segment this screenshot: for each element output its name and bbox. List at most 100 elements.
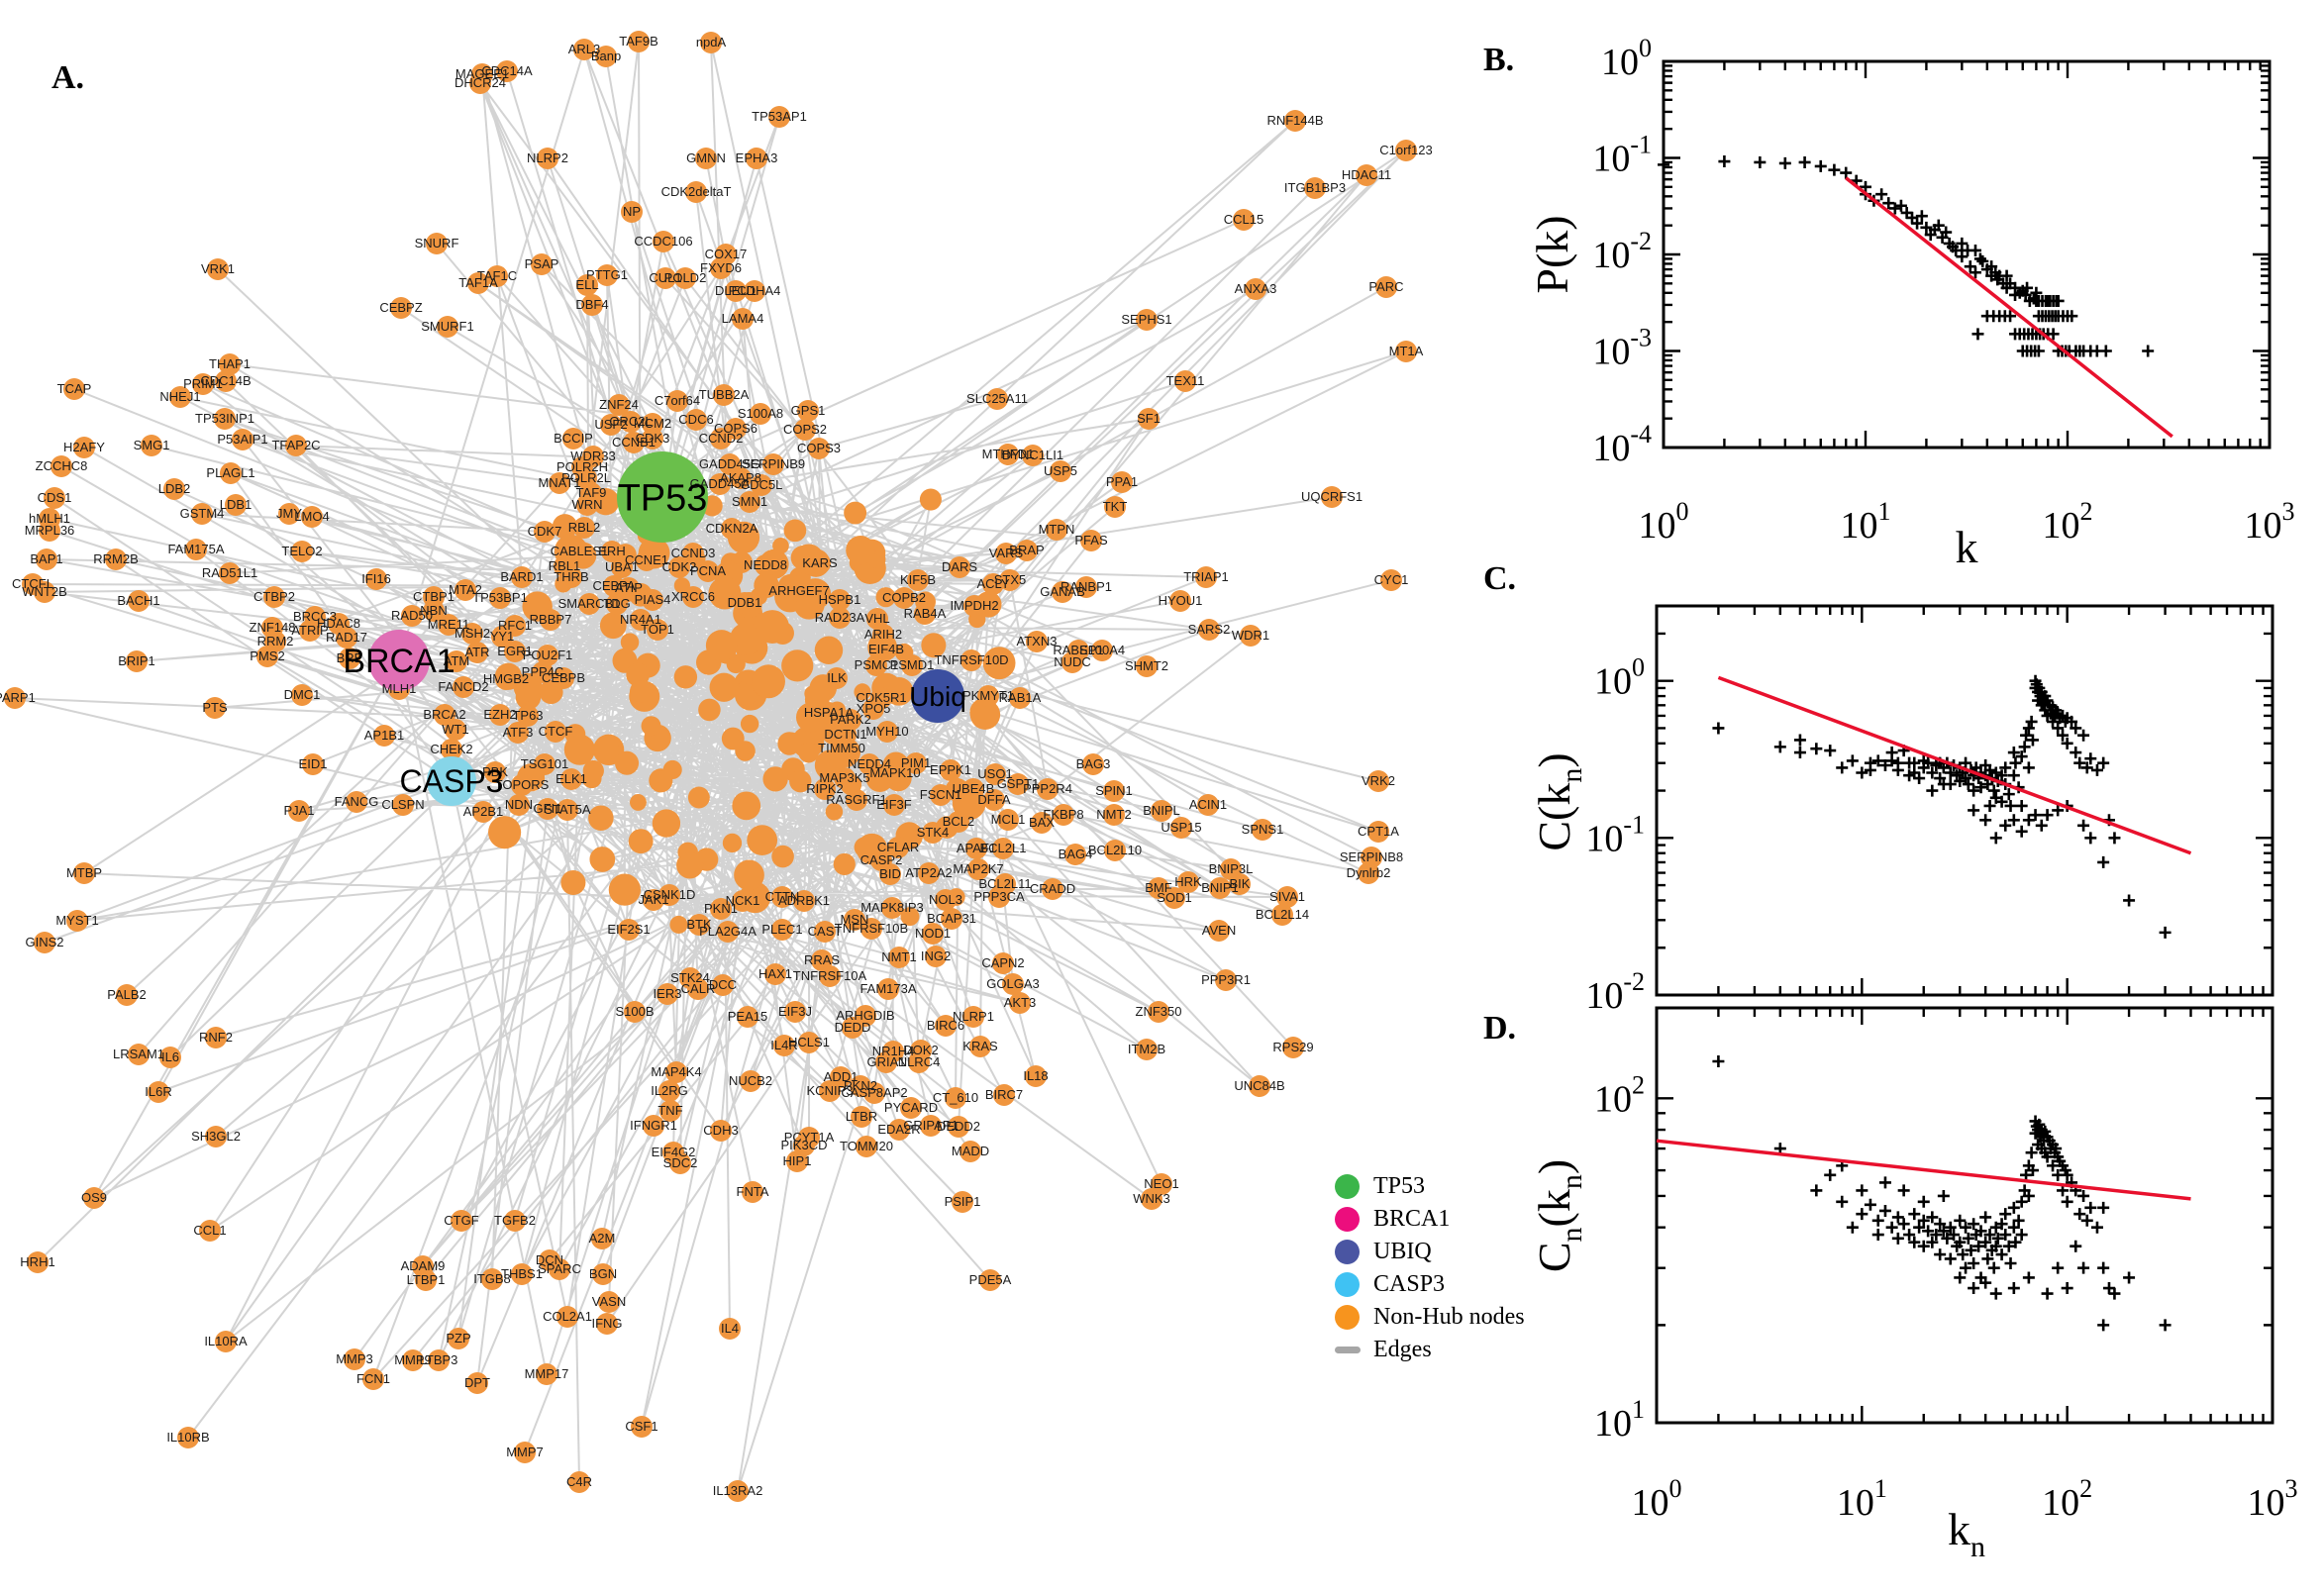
network-node (922, 822, 944, 844)
network-node-label: VASN (592, 1294, 626, 1309)
network-node (710, 257, 732, 279)
network-node-label: hMLH1 (29, 511, 70, 526)
network-node-label: ELL (575, 277, 598, 292)
network-node-label: DDB1 (728, 595, 762, 610)
network-node (732, 890, 754, 912)
network-node (1197, 794, 1219, 816)
network-node (682, 543, 704, 564)
network-node (709, 473, 731, 495)
network-node-label: TCAP (57, 381, 92, 396)
network-node (589, 847, 616, 872)
network-node-label: MYH10 (865, 724, 908, 739)
network-node (169, 386, 191, 408)
network-node (798, 742, 819, 763)
network-node (504, 1210, 526, 1232)
network-node-label: CLSPN (381, 797, 424, 812)
network-node-label: BNIPL (1143, 803, 1180, 818)
network-node-label: XRCC6 (671, 589, 715, 604)
network-node-label: CUL1 (649, 270, 681, 285)
network-node (624, 1001, 646, 1023)
network-node (1282, 1037, 1304, 1058)
network-node (1321, 486, 1343, 508)
network-node-label: SMN1 (732, 494, 767, 509)
network-node (920, 1115, 942, 1137)
network-node (875, 587, 896, 608)
network-node (1103, 780, 1125, 802)
network-node-label: ADRBK1 (778, 893, 830, 908)
network-node-label: EGR1 (497, 644, 532, 658)
network-node-label: S100B (615, 1004, 654, 1019)
network-node-label: OS9 (81, 1190, 107, 1205)
network-node-label: PLA2G4A (699, 924, 757, 939)
network-node (901, 654, 923, 676)
network-node-label: SEPHS1 (1121, 312, 1171, 327)
network-node (537, 645, 558, 666)
legend: TP53 BRCA1 UBIQ CASP3 Non-Hub nodes Edge… (1335, 1170, 1525, 1366)
network-node-label: GFI1 (534, 801, 562, 816)
network-node (854, 837, 875, 858)
network-node (401, 605, 423, 627)
y-tick-label: 10-3 (1592, 324, 1652, 373)
network-node-label: CAST (808, 924, 843, 939)
network-node-label: COX17 (705, 247, 748, 261)
network-node (1209, 877, 1231, 899)
network-node-label: FANCD2 (438, 679, 488, 694)
network-node (747, 825, 778, 855)
network-node-label: HIP1 (783, 1153, 812, 1168)
network-node (1052, 581, 1073, 603)
network-node-label: HYOU1 (1159, 593, 1203, 608)
network-node (601, 541, 623, 562)
network-node-label: S100A8 (738, 406, 783, 421)
network-node-label: THRB (554, 569, 588, 584)
hub-label-brca1: BRCA1 (343, 643, 454, 680)
network-node (732, 791, 761, 821)
network-node (742, 1181, 763, 1203)
network-node (599, 612, 627, 640)
network-node (999, 569, 1021, 591)
network-node-label: LTBR (846, 1109, 877, 1124)
network-node (495, 668, 517, 690)
network-node (734, 859, 764, 891)
network-node-label: CYC1 (1374, 572, 1409, 587)
network-node (988, 886, 1010, 908)
network-node (629, 680, 653, 703)
network-node (682, 586, 704, 608)
network-node-label: HDAC11 (1342, 167, 1391, 182)
network-node-label: ATP2A2 (905, 865, 952, 880)
network-node-label: IL6 (161, 1049, 179, 1064)
edge-swatch-icon (1335, 1347, 1361, 1353)
network-node-label: PLEC1 (761, 922, 802, 937)
network-node (534, 753, 556, 775)
network-node (1163, 887, 1185, 909)
network-node-label: MAP3K5 (819, 770, 869, 785)
network-node (545, 721, 566, 743)
network-node-label: LRSAM1 (113, 1047, 164, 1061)
network-node-label: CEBPZ (379, 300, 422, 315)
network-node-label: CTBP2 (253, 589, 295, 604)
network-node-label: CDC14B (200, 373, 251, 388)
network-node (1136, 1039, 1158, 1060)
network-node-label: GRIA1 (866, 1054, 905, 1069)
network-node-label: CASP2 (860, 852, 903, 867)
network-node-label: TP63 (512, 708, 543, 723)
hub-node-tp53 (617, 451, 708, 543)
network-node (219, 353, 241, 375)
fit-line (1845, 176, 2173, 439)
network-node (1111, 471, 1133, 493)
network-node-label: BCL2L14 (1256, 907, 1309, 922)
tp53-swatch-icon (1335, 1174, 1360, 1199)
network-node (945, 1087, 966, 1109)
network-node-label: NOL3 (929, 892, 962, 907)
network-node-label: PJA1 (283, 803, 314, 818)
network-node-label: CCND3 (671, 546, 716, 560)
network-node-label: HSPB1 (819, 592, 861, 607)
network-node (858, 753, 880, 775)
network-node (496, 60, 518, 82)
network-node-label: Banp (591, 49, 621, 63)
network-node (537, 148, 558, 169)
network-node (888, 1119, 910, 1141)
network-node (652, 809, 681, 838)
network-node-label: BRIP1 (118, 653, 155, 668)
network-node (83, 1187, 105, 1209)
network-node (949, 556, 970, 578)
